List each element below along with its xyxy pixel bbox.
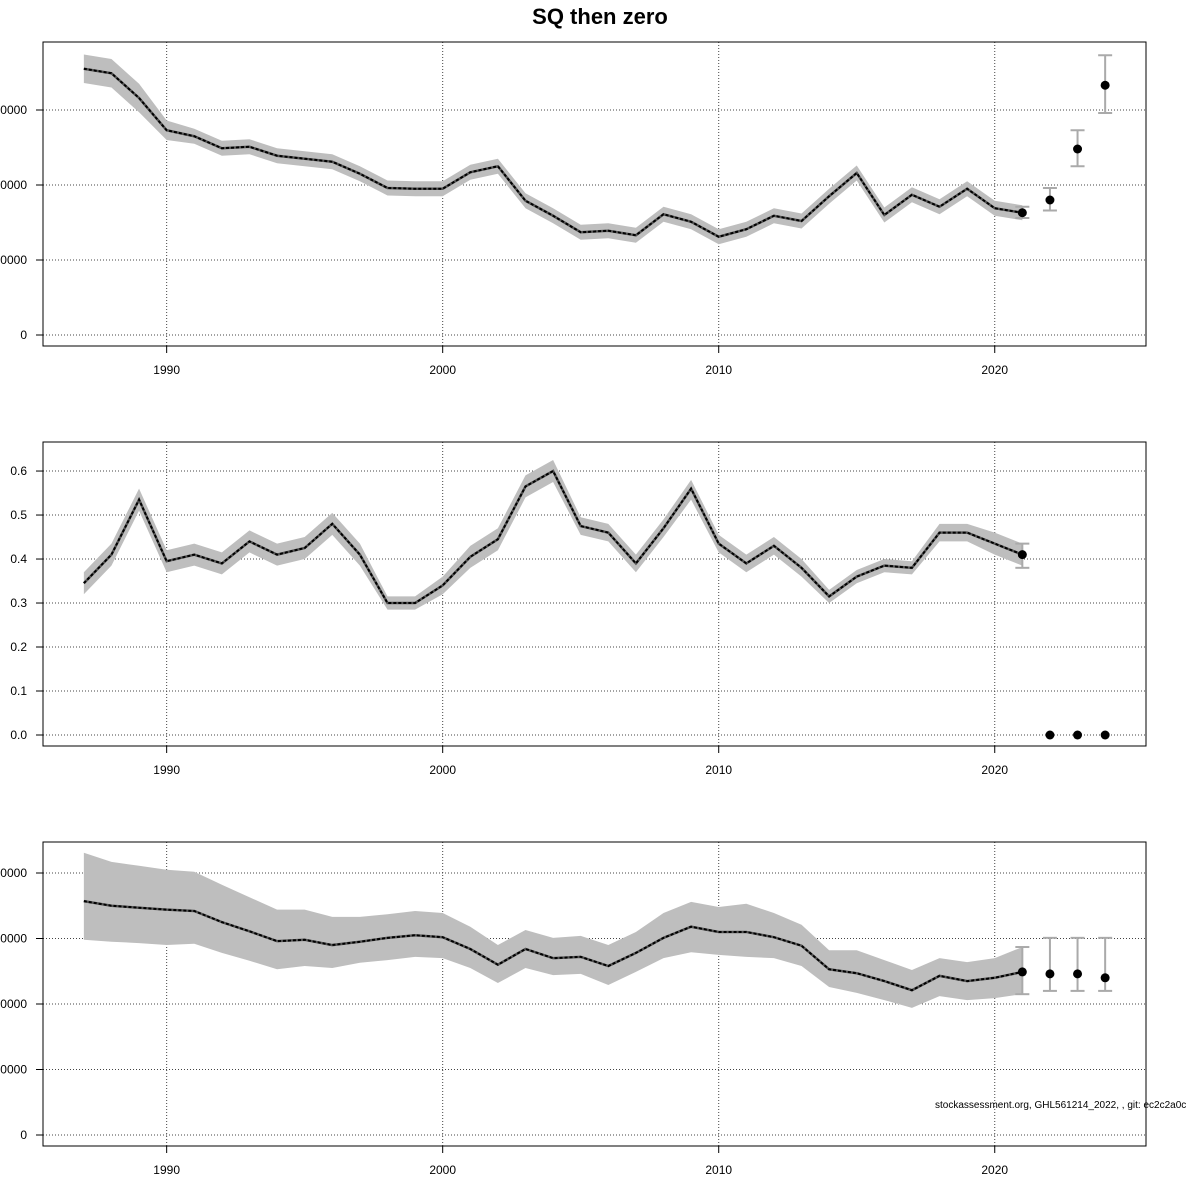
point bbox=[1017, 967, 1027, 977]
y-tick-label: 20000 bbox=[0, 178, 27, 192]
confidence-band bbox=[83, 460, 1023, 610]
x-tick-label: 1990 bbox=[153, 1163, 180, 1177]
point bbox=[1017, 208, 1027, 218]
plot-frame bbox=[42, 441, 1147, 747]
y-tick-label: 0 bbox=[20, 328, 27, 342]
x-tick-label: 2010 bbox=[705, 1163, 732, 1177]
point bbox=[1100, 730, 1110, 740]
y-tick-label: 0.3 bbox=[10, 596, 27, 610]
panel: 0100002000030000400001990200020102020Yea… bbox=[0, 841, 1186, 1200]
y-tick-label: 30000 bbox=[0, 103, 27, 117]
y-tick-label: 0 bbox=[20, 1128, 27, 1142]
y-tick-label: 0.2 bbox=[10, 640, 27, 654]
estimate-line-dash bbox=[83, 900, 1023, 992]
chart-title: SQ then zero bbox=[532, 4, 668, 29]
panel: SQ then zero 0 10000 20000 30000 1990 2000 2010… bbox=[0, 4, 1147, 413]
point bbox=[1045, 730, 1055, 740]
x-tick-label: 2000 bbox=[429, 763, 456, 777]
confidence-band bbox=[83, 54, 1023, 245]
x-tick-label: 2020 bbox=[981, 763, 1008, 777]
x-tick-label: 1990 bbox=[153, 363, 180, 377]
point bbox=[1073, 969, 1083, 979]
y-tick-label: 20000 bbox=[0, 997, 27, 1011]
point bbox=[1045, 195, 1055, 205]
estimate-line-dash bbox=[83, 67, 1023, 238]
plot-frame bbox=[42, 841, 1147, 1147]
x-tick-label: 2000 bbox=[429, 363, 456, 377]
point bbox=[1100, 80, 1110, 90]
point bbox=[1017, 550, 1027, 560]
y-tick-label: 30000 bbox=[0, 932, 27, 946]
x-axis-label: Years bbox=[580, 399, 610, 413]
y-tick-label: 0.1 bbox=[10, 684, 27, 698]
y-tick-label: 40000 bbox=[0, 866, 27, 880]
x-tick-label: 2000 bbox=[429, 1163, 456, 1177]
point bbox=[1073, 144, 1083, 154]
point bbox=[1100, 973, 1110, 983]
point bbox=[1045, 969, 1055, 979]
y-tick-label: 10000 bbox=[0, 1063, 27, 1077]
y-tick-label: 0.6 bbox=[10, 464, 27, 478]
estimate-line-dash bbox=[83, 469, 1023, 605]
x-tick-label: 2020 bbox=[981, 1163, 1008, 1177]
confidence-band bbox=[83, 852, 1023, 1008]
x-axis-label: Years bbox=[580, 799, 610, 813]
y-tick-label: 0.4 bbox=[10, 552, 27, 566]
point bbox=[1073, 730, 1083, 740]
x-tick-label: 2010 bbox=[705, 763, 732, 777]
y-tick-label: 0.0 bbox=[10, 728, 27, 742]
y-tick-label: 10000 bbox=[0, 253, 27, 267]
plot-frame bbox=[42, 41, 1147, 347]
y-tick-label: 0.5 bbox=[10, 508, 27, 522]
panel: 0.0 0.1 0.2 0.3 0.4 0.5 0.6 1990 2000 2010 2020 Yea… bbox=[10, 441, 1147, 813]
estimate-line bbox=[82, 469, 1023, 605]
footnote: stockassessment.org, GHL561214_2022, , g… bbox=[935, 1100, 1186, 1111]
x-tick-label: 2020 bbox=[981, 363, 1008, 377]
x-tick-label: 1990 bbox=[153, 763, 180, 777]
x-tick-label: 2010 bbox=[705, 363, 732, 377]
